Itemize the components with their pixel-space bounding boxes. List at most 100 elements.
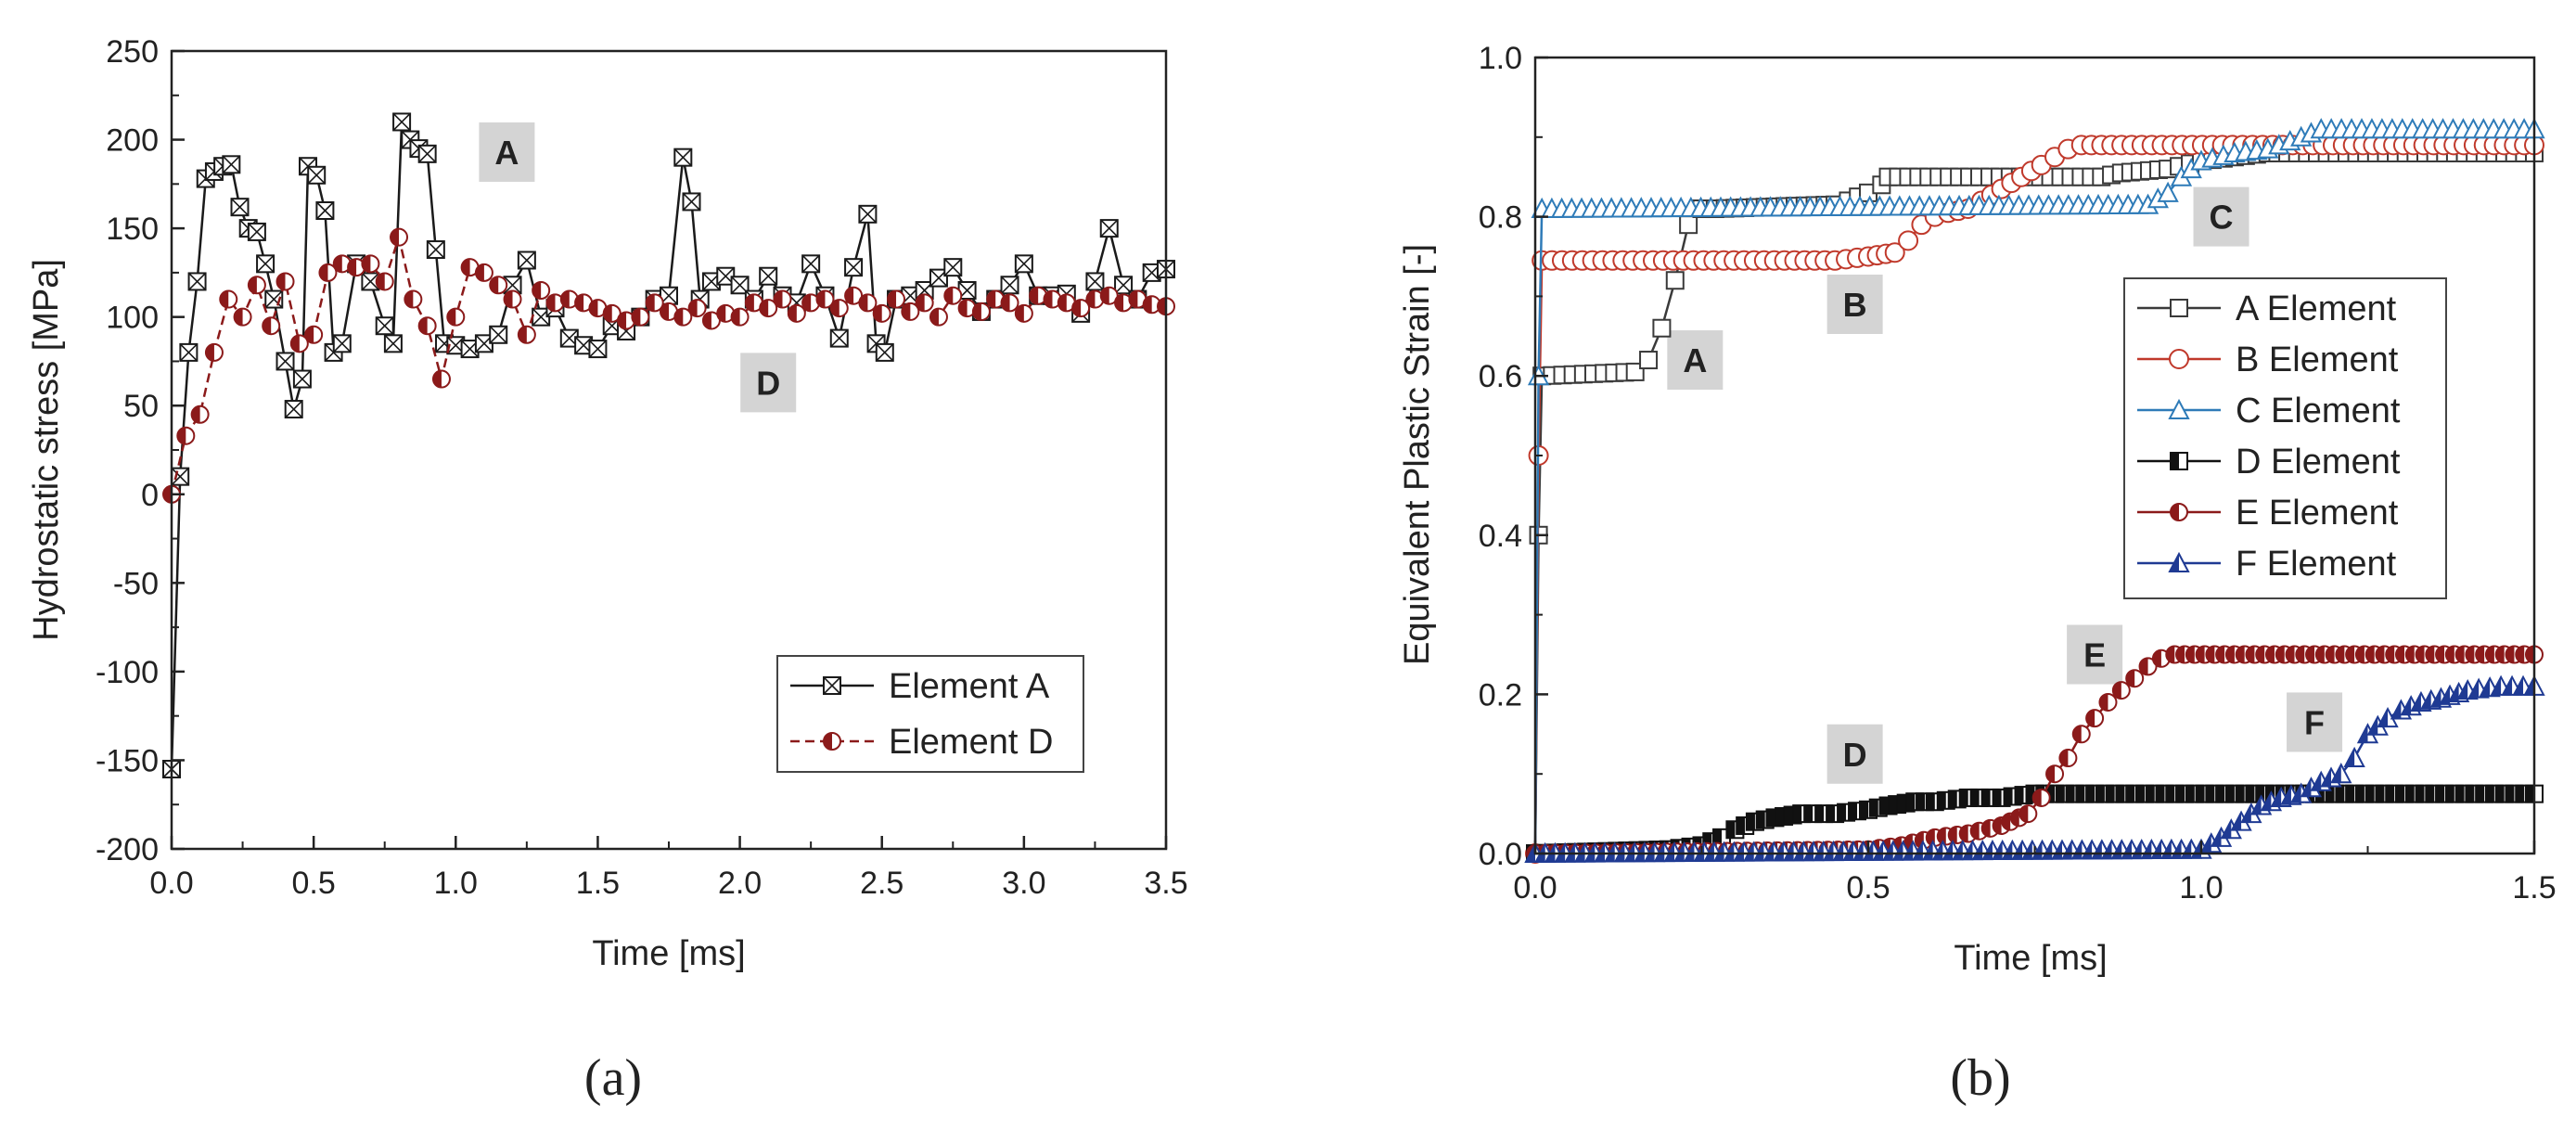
data-point: [1884, 242, 1905, 263]
data-point: [901, 302, 920, 321]
x-tick-label: 0.0: [149, 866, 193, 901]
legend-label: Element A: [889, 667, 1050, 706]
y-tick-label: 0.2: [1479, 677, 1522, 713]
data-point: [2330, 763, 2352, 784]
legend-entry: E Element: [2137, 494, 2399, 533]
legend-marker: [2168, 551, 2190, 572]
data-point: [744, 293, 763, 313]
y-tick-label: -200: [96, 832, 159, 867]
data-point: [673, 307, 693, 327]
data-point: [957, 299, 977, 318]
legend-marker: [823, 732, 841, 751]
data-point: [929, 307, 948, 327]
data-point: [187, 272, 207, 291]
data-point: [247, 222, 266, 241]
data-point: [517, 325, 536, 344]
svg-text:E: E: [2083, 636, 2106, 674]
data-point: [2138, 657, 2158, 676]
data-point: [687, 299, 707, 318]
data-point: [1085, 289, 1105, 309]
series-element-d: [162, 227, 1175, 504]
x-tick-label: 0.0: [1513, 870, 1557, 905]
data-point: [1639, 351, 1659, 370]
y-tick-label: 0: [141, 478, 159, 513]
y-tick-label: 250: [106, 34, 159, 70]
data-point: [1128, 289, 1147, 309]
data-point: [292, 369, 312, 389]
x-tick-label: 1.5: [576, 866, 620, 901]
legend-marker: [2170, 503, 2188, 521]
legend-marker: [2168, 398, 2190, 419]
data-point: [829, 299, 849, 318]
data-point: [929, 268, 948, 288]
data-point: [517, 250, 536, 270]
chart-a-xlabel: Time [ms]: [592, 934, 745, 973]
data-point: [645, 293, 664, 313]
chart-b-panel-label: (b): [1950, 1049, 2010, 1107]
data-point: [347, 258, 366, 277]
data-point: [1014, 254, 1033, 274]
data-point: [631, 307, 650, 327]
data-point: [759, 266, 778, 286]
data-point: [179, 342, 199, 362]
y-tick-label: 0.4: [1479, 519, 1522, 554]
svg-text:D: D: [756, 364, 780, 402]
chart-a-ylabel: Hydrostatic stress [MPa]: [27, 259, 66, 641]
chart-a-legend-box: [776, 655, 1084, 773]
data-point: [943, 286, 963, 305]
legend-label: B Element: [2236, 340, 2399, 379]
data-point: [2071, 725, 2091, 744]
data-point: [489, 276, 508, 295]
data-point: [875, 342, 894, 362]
data-point: [801, 254, 821, 274]
chart-a-panel-label: (a): [584, 1049, 642, 1107]
data-point: [1114, 293, 1134, 313]
data-point: [716, 303, 736, 323]
y-tick-label: 100: [106, 301, 159, 336]
svg-text:C: C: [2210, 199, 2234, 237]
data-point: [1000, 293, 1019, 313]
svg-text:D: D: [1843, 736, 1867, 774]
x-tick-label: 2.0: [718, 866, 762, 901]
data-point: [730, 307, 750, 327]
data-point: [256, 254, 276, 274]
legend-label: F Element: [2236, 545, 2397, 584]
data-point: [262, 316, 281, 336]
legend-entry: Element A: [790, 667, 1050, 706]
data-point: [2151, 648, 2171, 668]
legend-label: D Element: [2236, 443, 2401, 482]
chart-b-legend-box: [2123, 277, 2447, 599]
data-point: [829, 328, 849, 348]
y-tick-label: 0.6: [1479, 359, 1522, 394]
data-point: [2366, 714, 2389, 736]
data-point: [2157, 181, 2179, 202]
data-point: [673, 148, 693, 167]
data-point: [858, 293, 878, 313]
data-point: [1000, 276, 1019, 295]
data-point: [361, 254, 380, 274]
data-point: [315, 201, 335, 220]
legend-entry: A Element: [2137, 289, 2397, 328]
x-tick-label: 0.5: [1846, 870, 1890, 905]
data-point: [190, 404, 210, 424]
legend-entry: Element D: [790, 723, 1053, 762]
data-point: [383, 334, 403, 353]
data-point: [915, 293, 934, 313]
chart-a-legend: Element A Element D: [776, 655, 1084, 773]
x-tick-label: 1.5: [2512, 870, 2556, 905]
data-point: [1652, 318, 1672, 338]
data-point: [417, 316, 437, 336]
data-point: [171, 467, 190, 486]
annotation-e: E: [2067, 624, 2123, 685]
y-tick-label: 150: [106, 212, 159, 247]
annotation-c: C: [2193, 186, 2249, 247]
x-tick-label: 2.5: [860, 866, 904, 901]
y-tick-label: 0.8: [1479, 200, 1522, 236]
chart-b-legend: A Element B Element C Element D Element E El…: [2123, 277, 2447, 599]
data-point: [617, 311, 636, 330]
data-point: [588, 299, 608, 318]
data-point: [318, 263, 338, 282]
data-point: [682, 192, 701, 212]
data-point: [474, 263, 493, 282]
